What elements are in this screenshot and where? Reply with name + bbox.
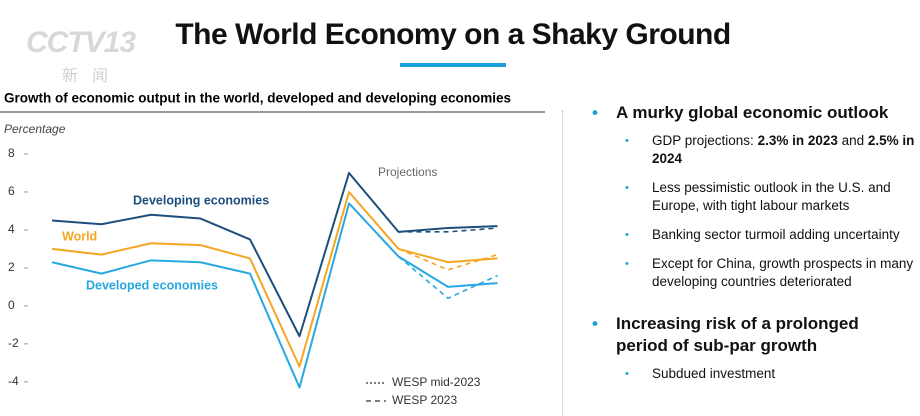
series-line [51, 171, 498, 338]
y-tick-label: -4 [8, 374, 19, 388]
bullet-item: Subdued investment [590, 365, 915, 383]
series-line [398, 227, 498, 233]
bullet-panel: A murky global economic outlook GDP proje… [590, 102, 915, 405]
bullet-heading: Increasing risk of a prolonged period of… [590, 313, 915, 357]
series-line [51, 190, 498, 368]
series-label: Developed economies [86, 278, 218, 292]
series-label: World [62, 229, 97, 243]
legend-label: WESP 2023 [392, 393, 457, 407]
annotation: Projections [378, 165, 437, 179]
y-tick-label: 6 [8, 184, 15, 198]
y-tick-label: 2 [8, 260, 15, 274]
bullet-group: A murky global economic outlook GDP proje… [590, 102, 915, 291]
bullet-text: 2.3% in 2023 [757, 133, 838, 148]
bullet-group: Increasing risk of a prolonged period of… [590, 313, 915, 383]
legend-label: WESP mid-2023 [392, 375, 481, 389]
y-tick-label: 8 [8, 146, 15, 160]
y-tick-label: 0 [8, 298, 15, 312]
page-title: The World Economy on a Shaky Ground [175, 18, 731, 51]
bullet-item: GDP projections: 2.3% in 2023 and 2.5% i… [590, 132, 915, 168]
y-tick-label: 4 [8, 222, 15, 236]
bullet-item: Except for China, growth prospects in ma… [590, 255, 915, 291]
bullet-text: Except for China, growth prospects in ma… [652, 256, 914, 289]
bullet-item: Banking sector turmoil adding uncertaint… [590, 226, 915, 244]
chart: Growth of economic output in the world, … [0, 91, 545, 407]
bullet-text: Subdued investment [652, 366, 776, 381]
bullet-text: GDP projections: [652, 133, 758, 148]
series-line [51, 202, 498, 389]
series-line [397, 255, 498, 300]
logo: CCTV13 [26, 26, 136, 59]
divider [562, 110, 563, 416]
bullet-heading: A murky global economic outlook [590, 102, 915, 124]
title-underline [400, 63, 506, 67]
bullet-text: 2.5% in 2024 [652, 133, 915, 166]
bullet-item: Less pessimistic outlook in the U.S. and… [590, 179, 915, 215]
y-axis-label: Percentage [4, 122, 66, 136]
series-label: Developing economies [133, 193, 269, 207]
bullet-text: and [837, 133, 868, 148]
chart-title: Growth of economic output in the world, … [4, 91, 511, 106]
bullet-text: Banking sector turmoil adding uncertaint… [652, 227, 900, 242]
y-tick-label: -2 [8, 336, 19, 350]
bullet-text: Less pessimistic outlook in the U.S. and… [652, 180, 891, 213]
logo-sub: 新闻 [62, 68, 123, 85]
